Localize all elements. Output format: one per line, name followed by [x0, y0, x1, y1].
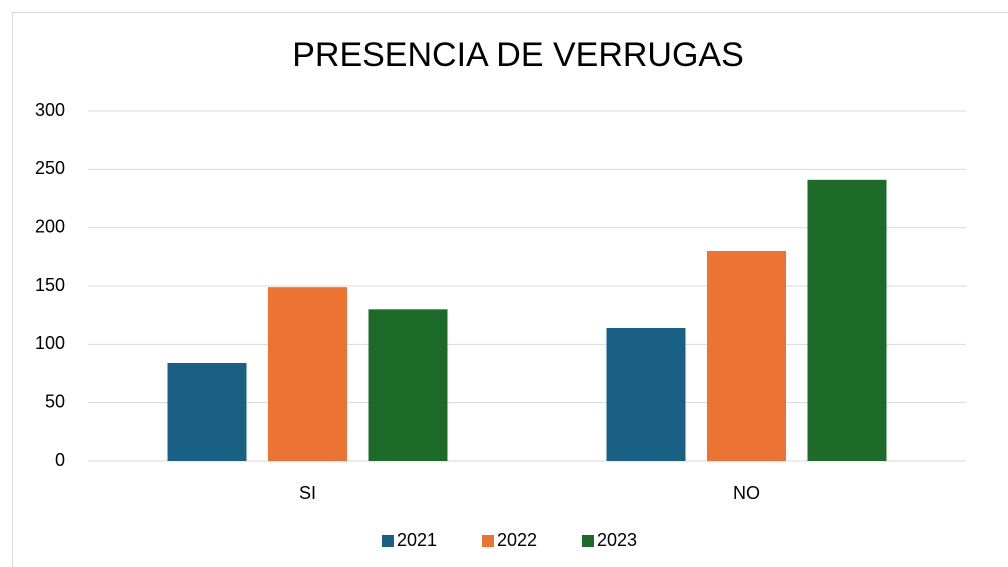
x-tick-label: NO: [733, 483, 760, 503]
y-tick-label: 300: [35, 100, 65, 120]
bar: [167, 363, 247, 461]
bar: [606, 328, 686, 461]
y-tick-label: 200: [35, 216, 65, 236]
legend-label: 2021: [397, 530, 437, 550]
legend-swatch: [482, 535, 494, 547]
legend-swatch: [382, 535, 394, 547]
legend-label: 2023: [597, 530, 637, 550]
bar: [807, 179, 887, 462]
bar: [707, 251, 786, 461]
x-tick-label: SI: [299, 483, 316, 503]
legend-swatch: [582, 535, 594, 547]
chart-title: PRESENCIA DE VERRUGAS: [292, 36, 744, 74]
bar: [268, 287, 347, 461]
y-tick-label: 50: [45, 391, 65, 411]
legend-label: 2022: [497, 530, 537, 550]
y-tick-label: 0: [55, 450, 65, 470]
y-tick-label: 150: [35, 275, 65, 295]
y-tick-label: 100: [35, 333, 65, 353]
bar: [368, 309, 448, 461]
y-tick-label: 250: [35, 158, 65, 178]
